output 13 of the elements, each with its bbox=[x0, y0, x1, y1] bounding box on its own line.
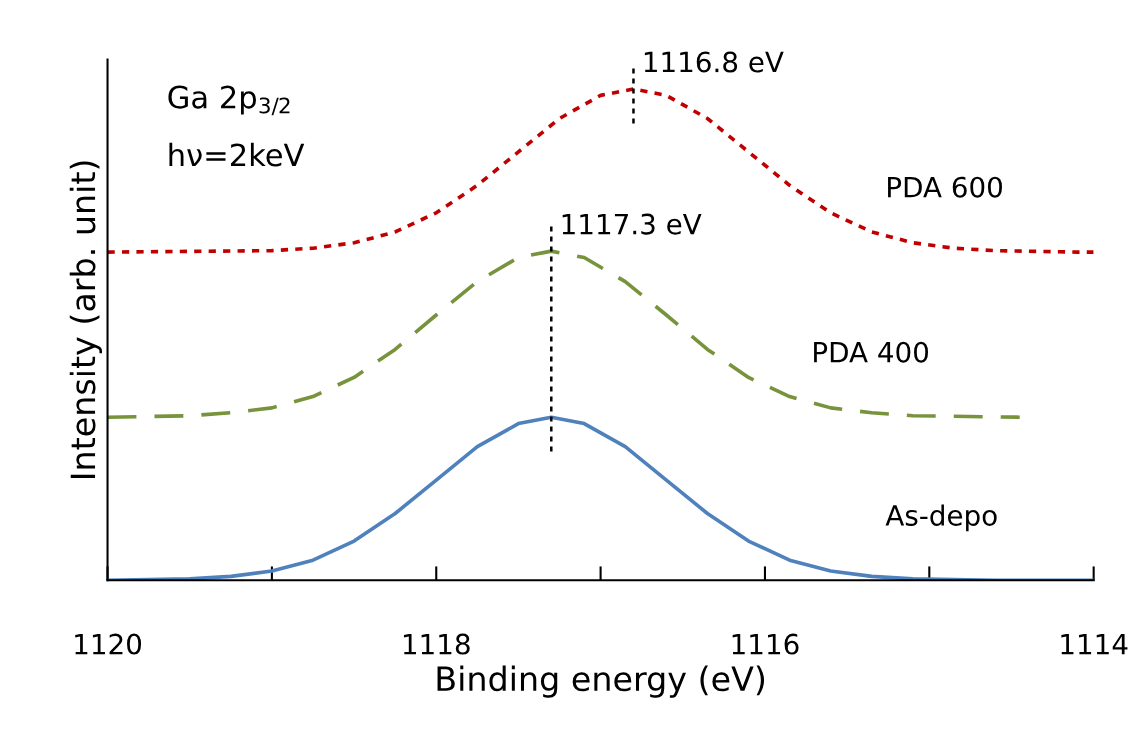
x-tick-label: 1116 bbox=[732, 633, 799, 655]
x-tick-label: 1120 bbox=[75, 633, 142, 655]
ref-line-label: 1116.8 eV bbox=[644, 51, 784, 73]
series-label: As-depo bbox=[885, 504, 997, 532]
x-axis-title: Binding energy (eV) bbox=[437, 665, 765, 698]
x-tick-label: 1114 bbox=[1061, 633, 1128, 655]
series-label: PDA 400 bbox=[814, 341, 929, 363]
series-label: PDA 600 bbox=[888, 176, 1002, 198]
y-axis-title: Intensity (arb. unit) bbox=[69, 161, 102, 479]
annotation: Ga 2p$_{3/2}$ bbox=[168, 85, 290, 116]
ref-line-label: 1117.3 eV bbox=[562, 213, 702, 235]
x-tick-label: 1118 bbox=[403, 633, 470, 655]
annotation: hν=2keV bbox=[169, 142, 305, 167]
